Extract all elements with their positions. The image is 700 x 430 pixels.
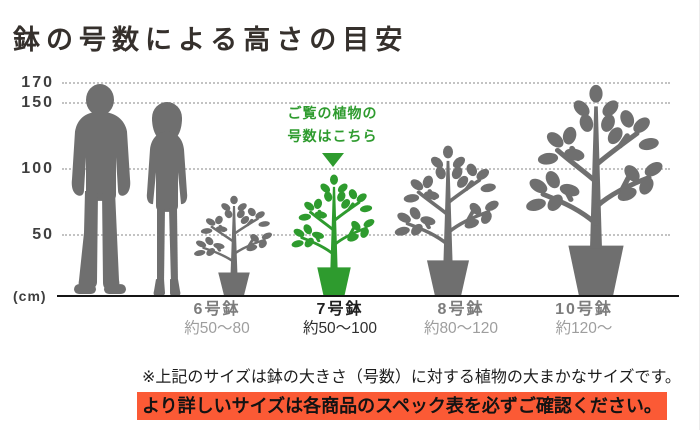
pot-range: 約50〜100 <box>302 320 378 337</box>
gridline-100 <box>62 168 670 170</box>
gridline-170 <box>62 82 670 84</box>
page-title: 鉢の号数による高さの目安 <box>13 25 409 55</box>
annotation-line-2: 号数はこちら <box>287 128 378 144</box>
footnote-warning-highlighted: より詳しいサイズは各商品のスペック表を必ずご確認ください。 <box>137 392 667 420</box>
man-silhouette <box>63 84 135 297</box>
pot-name: 10号鉢 <box>555 301 613 318</box>
pot-range: 約50〜80 <box>184 320 250 337</box>
pot-label-6: 6号鉢 約50〜80 <box>152 300 282 338</box>
tree-6-illustration <box>186 192 282 297</box>
pot-label-10: 10号鉢 約120〜 <box>519 300 649 338</box>
axis-unit-label: (cm) <box>13 288 47 304</box>
pot-range: 約120〜 <box>555 320 613 337</box>
pot-name: 8号鉢 <box>437 301 485 318</box>
pot-range: 約80〜120 <box>423 320 499 337</box>
annotation-callout: ご覧の植物の 号数はこちら <box>260 102 405 167</box>
down-triangle-icon <box>321 153 344 167</box>
axis-tick-170: 170 <box>21 74 54 91</box>
axis-tick-100: 100 <box>21 160 54 177</box>
axis-tick-150: 150 <box>21 94 54 111</box>
woman-silhouette <box>140 101 194 297</box>
pot-name: 7号鉢 <box>316 301 364 318</box>
tree-10-illustration <box>512 77 680 297</box>
annotation-line-1: ご覧の植物の <box>287 105 378 121</box>
gridline-150 <box>62 102 670 104</box>
ground-baseline <box>57 295 679 297</box>
pot-label-7: 7号鉢 約50〜100 <box>275 300 405 338</box>
footnote-note: ※上記のサイズは鉢の大きさ（号数）に対する植物の大まかなサイズです。 <box>142 369 681 386</box>
pot-label-8: 8号鉢 約80〜120 <box>396 300 526 338</box>
tree-7-illustration-highlighted <box>283 170 385 297</box>
axis-tick-50: 50 <box>32 226 54 243</box>
pot-name: 6号鉢 <box>193 301 241 318</box>
